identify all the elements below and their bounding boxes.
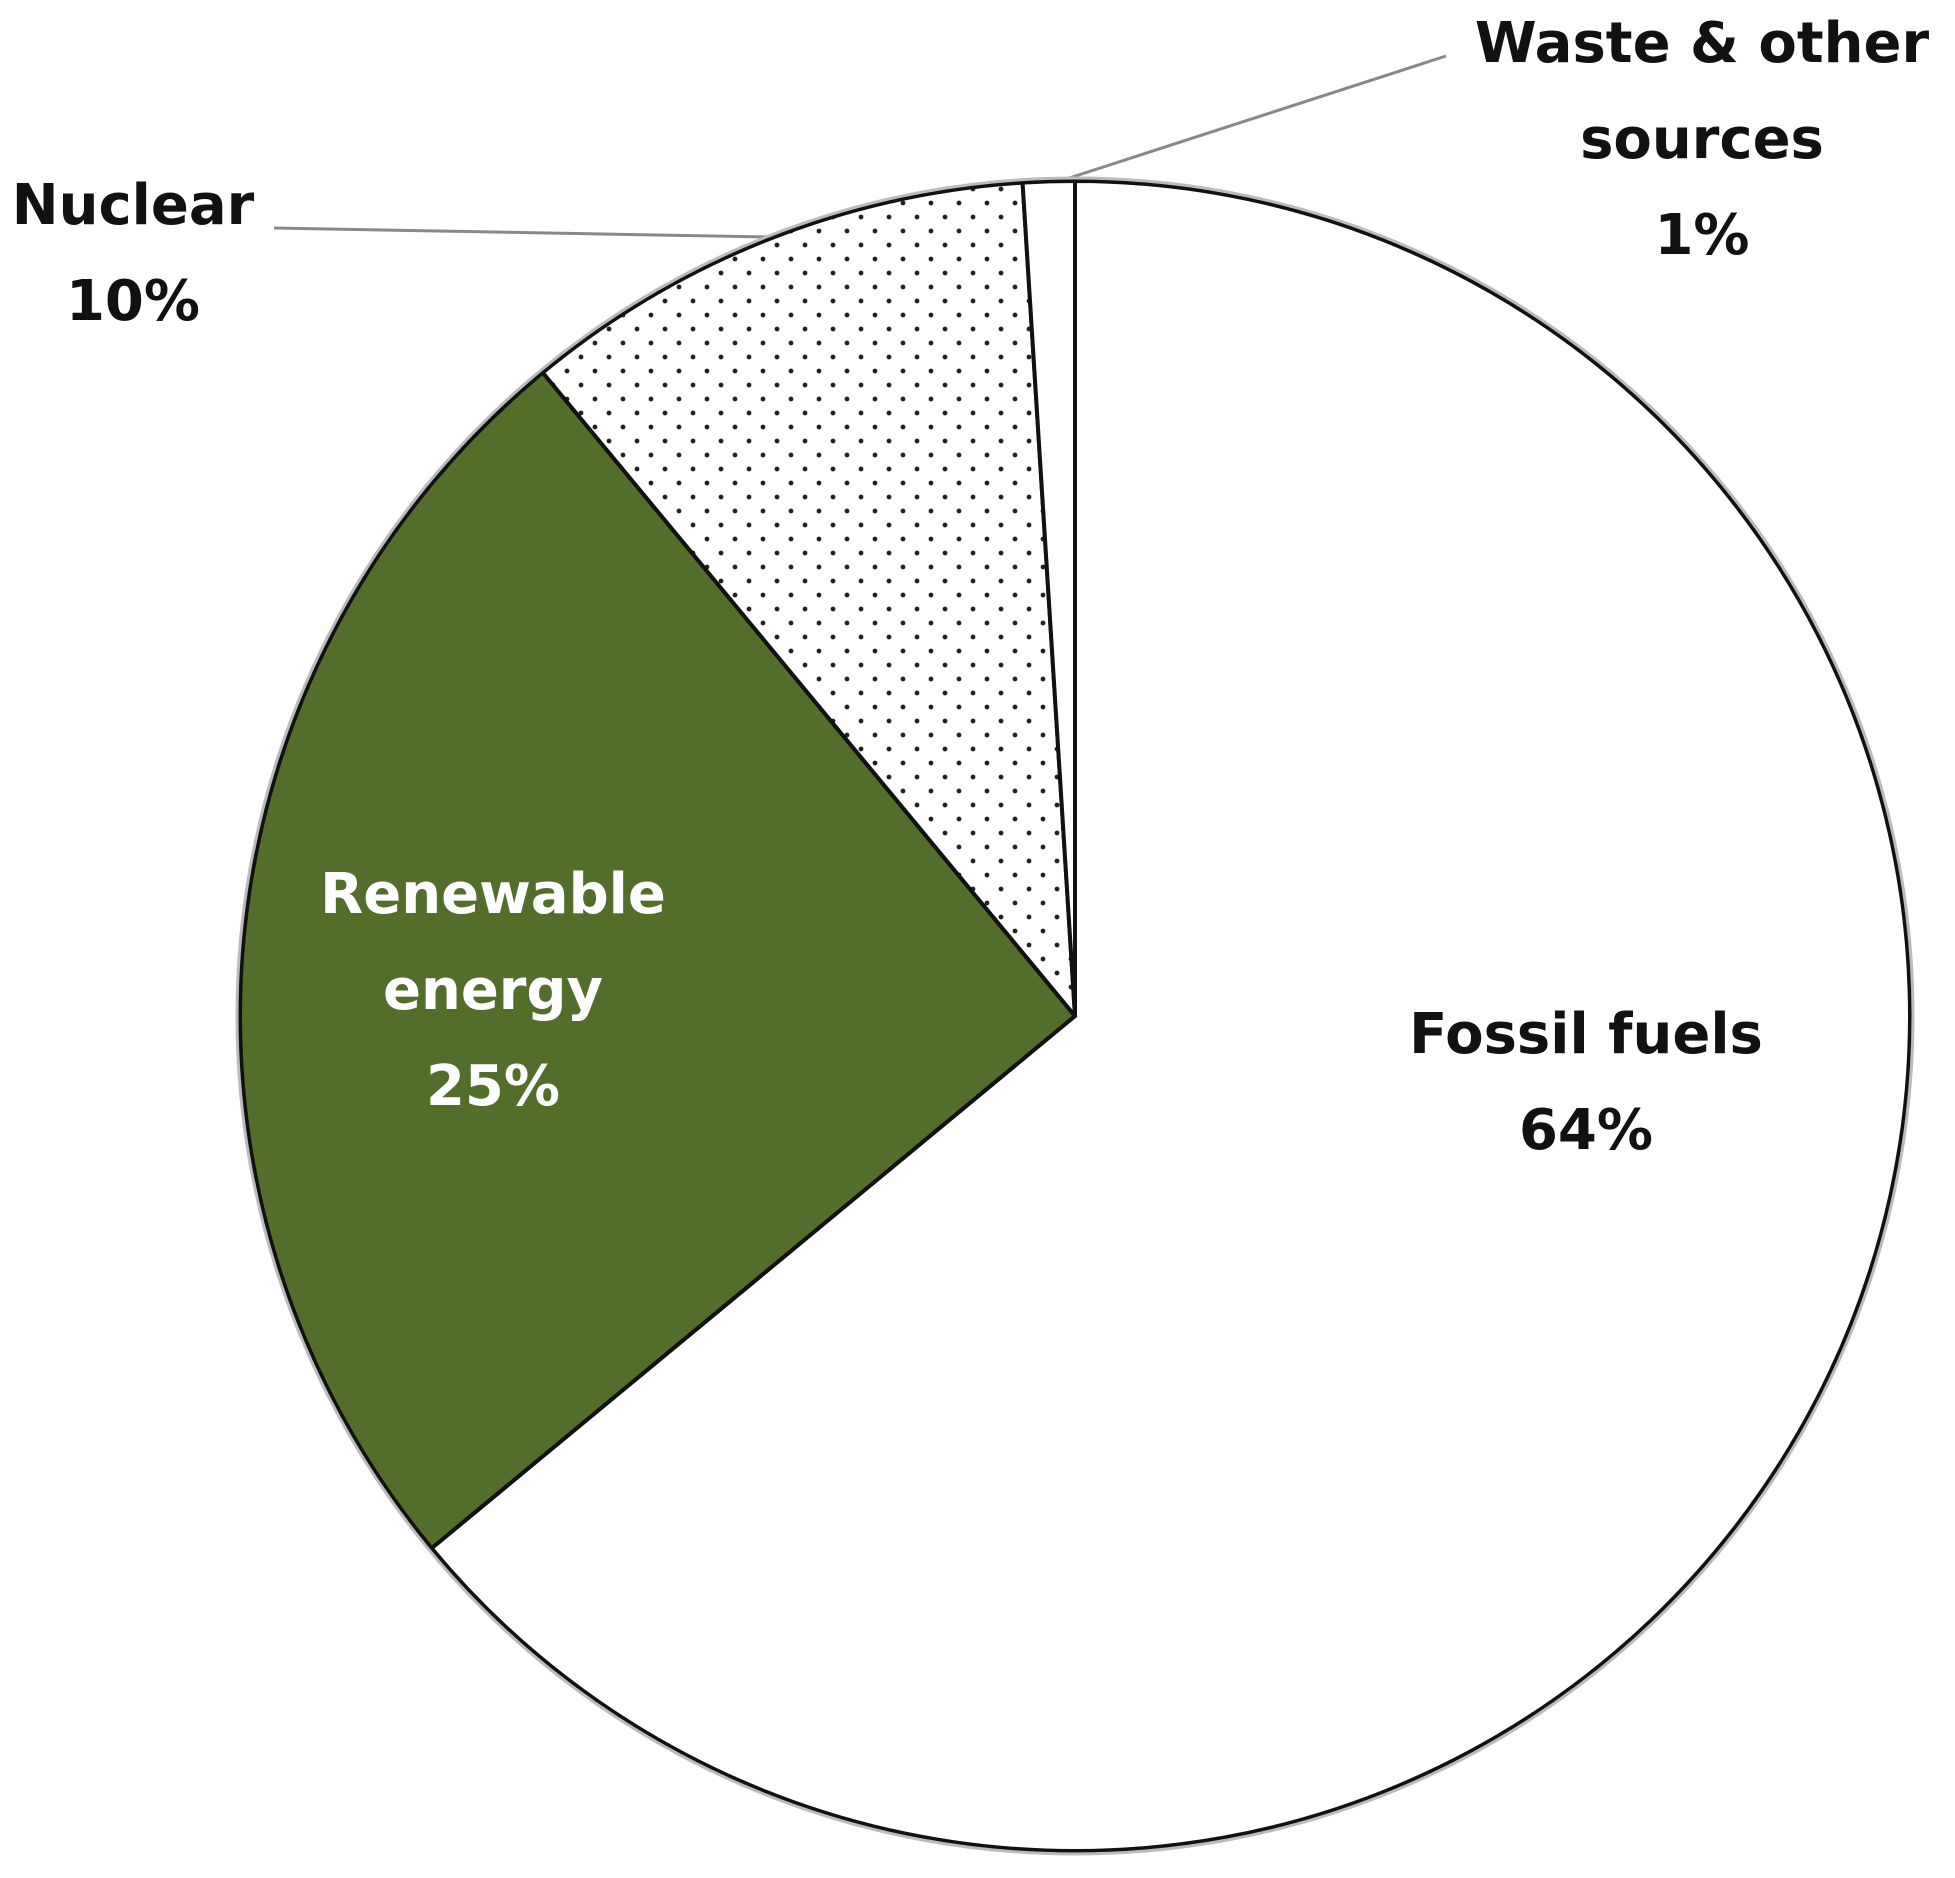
slice-label: Fossil fuels 64% [1336, 987, 1836, 1179]
leader-line [273, 226, 768, 239]
slice-label: Renewable energy 25% [243, 847, 743, 1135]
pie-slice [429, 179, 1912, 1853]
slice-label: Waste & other sources 1% [1432, 0, 1955, 284]
category-label: Waste & other sources [1474, 11, 1930, 172]
pie-slice [1020, 179, 1077, 1018]
value-label: 25% [425, 1054, 561, 1119]
category-label: Nuclear [11, 173, 255, 238]
category-label: Fossil fuels [1409, 1002, 1763, 1067]
pie-rim [235, 176, 1915, 1856]
leader-line [1059, 54, 1447, 183]
pie-slice [540, 180, 1077, 1018]
value-label: 10% [65, 269, 201, 334]
category-label: Renewable energy [320, 862, 666, 1023]
pie [238, 179, 1912, 1853]
slice-label: Nuclear 10% [0, 158, 266, 350]
value-label: 1% [1654, 203, 1750, 268]
pie-slice [238, 370, 1077, 1551]
value-label: 64% [1518, 1098, 1654, 1163]
